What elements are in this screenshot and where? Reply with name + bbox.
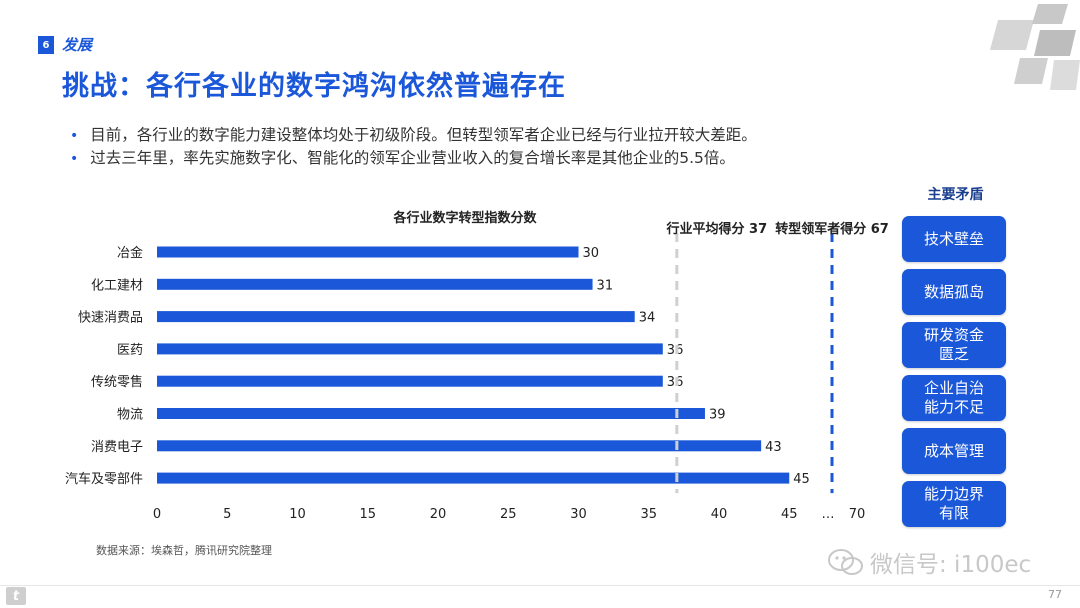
category-label: 医药 xyxy=(117,343,143,358)
bullet-item: • 目前，各行业的数字能力建设整体均处于初级阶段。但转型领军者企业已经与行业拉开较… xyxy=(70,124,757,147)
category-label: 冶金 xyxy=(117,245,143,261)
watermark-text: 微信号: i100ec xyxy=(870,552,1032,578)
category-label: 消费电子 xyxy=(91,440,143,455)
bullet-dot-icon: • xyxy=(70,151,79,167)
data-source-note: 数据来源：埃森哲，腾讯研究院整理 xyxy=(96,544,272,557)
footer-logo-icon: t xyxy=(6,587,26,605)
x-tick-label: 30 xyxy=(570,507,587,522)
category-label: 物流 xyxy=(117,408,143,423)
category-label: 汽车及零部件 xyxy=(65,471,143,487)
bullet-list: • 目前，各行业的数字能力建设整体均处于初级阶段。但转型领军者企业已经与行业拉开较… xyxy=(70,124,757,170)
x-tick-label: 40 xyxy=(711,507,728,522)
reference-label: 行业平均得分 37 xyxy=(666,221,768,237)
data-label: 39 xyxy=(709,408,726,423)
bar xyxy=(157,278,593,290)
data-label: 36 xyxy=(667,375,684,390)
data-label: 31 xyxy=(597,278,614,293)
category-label: 化工建材 xyxy=(91,278,143,293)
contradiction-item: 能力边界 有限 xyxy=(902,481,1006,527)
x-tick-label: 20 xyxy=(430,507,447,522)
bar xyxy=(157,408,705,419)
x-tick-label: 45 xyxy=(781,507,798,522)
data-label: 36 xyxy=(667,343,684,358)
footer-divider xyxy=(0,585,1080,586)
x-tick-label: 35 xyxy=(640,507,657,522)
x-tick-label: 0 xyxy=(153,507,161,522)
bar xyxy=(157,472,790,484)
industry-bar-chart: 各行业数字转型指数分数冶金 30 化工建材 31 快速消费品 34 医药 36 传统零售 36 物流… xyxy=(0,195,900,530)
bar xyxy=(157,440,762,452)
x-tick-label: 15 xyxy=(359,507,376,522)
bullet-item: • 过去三年里，率先实施数字化、智能化的领军企业营业收入的复合增长率是其他企业的5… xyxy=(70,147,757,170)
bullet-text: 过去三年里，率先实施数字化、智能化的领军企业营业收入的复合增长率是其他企业的5.… xyxy=(90,149,735,167)
contradiction-item: 技术壁垒 xyxy=(902,216,1006,262)
category-label: 快速消费品 xyxy=(78,311,143,326)
x-tick-label: 25 xyxy=(500,507,517,522)
section-number-badge: 6 xyxy=(38,36,54,54)
sidebar-title: 主要矛盾 xyxy=(927,187,984,203)
contradiction-item: 研发资金 匮乏 xyxy=(902,322,1006,368)
brand-logo xyxy=(990,4,1080,90)
x-tick-label: 70 xyxy=(849,507,866,522)
wechat-watermark: 微信号: i100ec xyxy=(826,545,1031,579)
contradiction-item: 企业自治 能力不足 xyxy=(902,375,1006,421)
category-label: 传统零售 xyxy=(91,374,143,390)
bar xyxy=(157,375,663,387)
bar xyxy=(157,311,635,323)
data-label: 43 xyxy=(765,440,782,455)
bar xyxy=(157,246,579,258)
bullet-dot-icon: • xyxy=(70,128,79,144)
data-label: 45 xyxy=(793,472,810,487)
x-tick-label: 5 xyxy=(223,507,231,522)
contradiction-item: 数据孤岛 xyxy=(902,269,1006,315)
wechat-icon xyxy=(828,549,863,575)
page-number: 77 xyxy=(1048,588,1062,601)
bullet-text: 目前，各行业的数字能力建设整体均处于初级阶段。但转型领军者企业已经与行业拉开较大… xyxy=(90,126,757,144)
chart-title: 各行业数字转型指数分数 xyxy=(392,210,537,226)
reference-label: 转型领军者得分 67 xyxy=(775,221,889,237)
contradiction-item: 成本管理 xyxy=(902,428,1006,474)
section-title: 发展 xyxy=(62,36,93,54)
data-label: 34 xyxy=(639,311,656,326)
page-title: 挑战：各行各业的数字鸿沟依然普遍存在 xyxy=(62,71,566,102)
bar xyxy=(157,343,663,355)
x-tick-label: … xyxy=(822,507,835,522)
data-label: 30 xyxy=(583,246,600,261)
x-tick-label: 10 xyxy=(289,507,306,522)
